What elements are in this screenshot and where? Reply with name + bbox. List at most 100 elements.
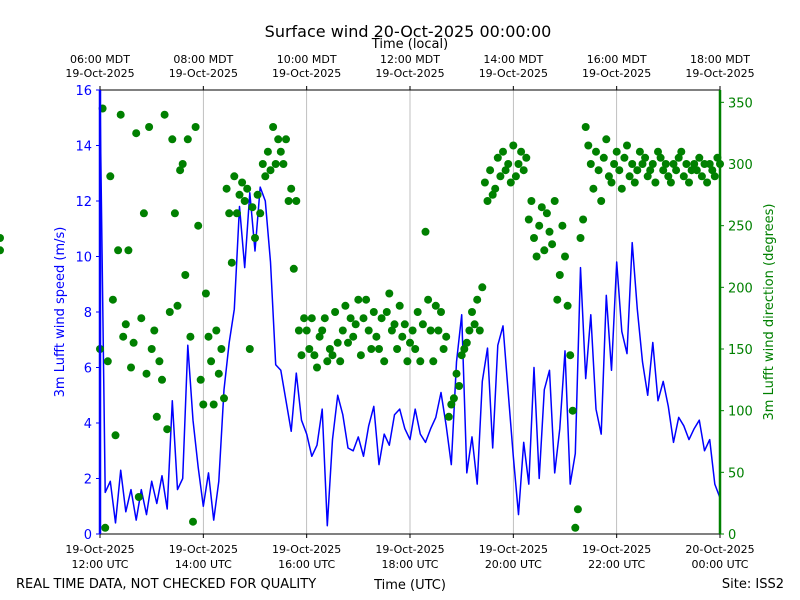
direction-point: [258, 160, 267, 168]
direction-point: [674, 153, 683, 162]
direction-point: [558, 221, 567, 230]
direction-point: [429, 357, 438, 366]
direction-point: [294, 326, 303, 335]
top-tick-time: 14:00 MDT: [483, 53, 543, 66]
direction-point: [499, 147, 507, 156]
direction-point: [685, 178, 693, 187]
direction-point: [119, 332, 128, 341]
direction-point: [610, 160, 619, 168]
direction-point: [403, 357, 412, 366]
direction-point: [424, 295, 433, 304]
direction-point: [168, 135, 177, 144]
direction-point: [121, 320, 130, 329]
direction-point: [356, 351, 365, 360]
direction-point: [261, 172, 270, 181]
left-axis-label: 3m Lufft wind speed (m/s): [53, 227, 68, 398]
direction-point: [248, 203, 257, 212]
direction-point: [333, 338, 342, 347]
direction-point: [232, 209, 241, 218]
direction-point: [437, 308, 445, 316]
top-tick-date: 19-Oct-2025: [685, 67, 754, 80]
direction-point: [656, 153, 665, 162]
direction-point: [116, 110, 125, 119]
bottom-tick-time: 22:00 UTC: [588, 558, 645, 571]
direction-point: [573, 505, 582, 514]
direction-point: [537, 203, 546, 212]
direction-point: [468, 308, 476, 316]
quality-disclaimer: REAL TIME DATA, NOT CHECKED FOR QUALITY: [16, 577, 316, 592]
direction-point: [204, 332, 213, 341]
direction-point: [460, 345, 469, 353]
direction-point: [336, 357, 345, 366]
direction-point: [483, 197, 492, 205]
right-tick-label: 250: [728, 220, 753, 235]
direction-point: [398, 332, 407, 341]
direction-point: [470, 320, 479, 329]
direction-point: [666, 178, 675, 187]
direction-point: [263, 147, 272, 156]
bottom-tick-time: 20:00 UTC: [485, 558, 542, 571]
direction-point: [491, 184, 500, 193]
right-tick-label: 50: [728, 466, 745, 481]
direction-point: [282, 135, 290, 144]
direction-point: [620, 153, 629, 162]
direction-point: [493, 153, 502, 162]
top-tick-time: 12:00 MDT: [380, 53, 440, 66]
direction-point: [672, 166, 681, 175]
bottom-tick-date: 19-Oct-2025: [272, 543, 341, 556]
direction-point: [692, 166, 701, 175]
direction-point: [344, 338, 352, 347]
direction-point: [509, 141, 518, 150]
direction-point: [532, 252, 541, 261]
direction-point: [150, 326, 159, 335]
direction-point: [628, 160, 637, 168]
direction-point: [331, 308, 340, 316]
direction-point: [625, 172, 634, 181]
direction-point: [501, 166, 510, 175]
left-tick-label: 14: [75, 140, 92, 155]
direction-point: [548, 240, 557, 249]
left-tick-label: 8: [84, 306, 92, 321]
direction-point: [576, 234, 585, 242]
direction-point: [400, 320, 409, 329]
direction-point: [284, 197, 293, 205]
direction-point: [103, 357, 112, 366]
direction-point: [542, 209, 551, 218]
direction-point: [274, 135, 283, 144]
direction-point: [406, 338, 414, 347]
direction-point: [341, 301, 350, 310]
left-tick-label: 2: [84, 473, 92, 488]
direction-point: [375, 345, 383, 353]
direction-point: [269, 123, 278, 131]
direction-point: [160, 110, 169, 119]
direction-point: [253, 190, 262, 199]
direction-point: [145, 123, 154, 131]
direction-point: [703, 178, 712, 187]
direction-point: [563, 301, 572, 310]
direction-point: [514, 160, 523, 168]
direction-point: [207, 357, 216, 366]
direction-point: [276, 147, 285, 156]
direction-point: [646, 166, 655, 175]
direction-point: [199, 400, 208, 409]
right-tick-label: 200: [728, 281, 753, 296]
direction-point: [592, 147, 600, 156]
direction-point: [132, 129, 141, 138]
direction-point: [225, 209, 234, 218]
direction-point: [362, 295, 371, 304]
direction-point: [243, 184, 252, 193]
direction-point: [486, 166, 495, 175]
direction-point: [623, 141, 631, 150]
direction-point: [617, 184, 626, 193]
direction-point: [581, 123, 590, 131]
top-axis-label: Time (local): [371, 37, 448, 52]
direction-point: [524, 215, 533, 224]
direction-point: [390, 320, 399, 329]
direction-point: [196, 375, 205, 384]
direction-point: [155, 357, 164, 366]
bottom-tick-date: 19-Oct-2025: [169, 543, 238, 556]
speed-line: [99, 95, 721, 527]
direction-point: [416, 357, 425, 366]
direction-point: [677, 147, 686, 156]
